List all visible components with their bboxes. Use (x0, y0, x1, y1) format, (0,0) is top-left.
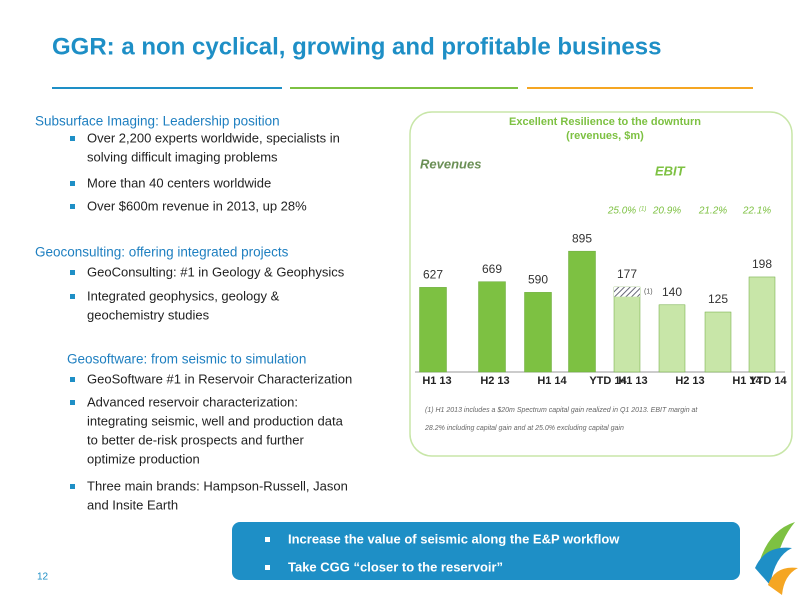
bullet (70, 204, 75, 209)
bar (568, 250, 596, 373)
title: GGR: a non cyclical, growing and profita… (52, 33, 661, 60)
bar (613, 286, 641, 373)
data-label: 895 (572, 231, 592, 245)
bullet (70, 181, 75, 186)
bullet (265, 537, 270, 542)
data-label: 590 (528, 273, 548, 287)
x-tick-label: H1 13 (618, 375, 647, 387)
bullet (70, 377, 75, 382)
bar (704, 311, 732, 373)
bullet-text: geochemistry studies (87, 307, 210, 322)
callout-box (232, 522, 740, 580)
data-label: 177 (617, 267, 637, 281)
bar (478, 281, 506, 373)
bar (419, 287, 447, 373)
legend-label: Revenues (420, 156, 481, 171)
x-tick-label: YTD 14 (749, 375, 787, 387)
bullet (70, 136, 75, 141)
x-tick-label: H1 14 (537, 375, 567, 387)
margin-label: 20.9% (652, 206, 681, 217)
bullet (70, 270, 75, 275)
bullet-text: Over 2,200 experts worldwide, specialist… (87, 130, 340, 145)
bullet-text: GeoConsulting: #1 in Geology & Geophysic… (87, 264, 345, 279)
bullet (265, 565, 270, 570)
chart-title: Excellent Resilience to the downturn (509, 116, 701, 128)
x-tick-label: YTD 14 (589, 375, 627, 387)
logo (755, 522, 798, 595)
footnote: (1) H1 2013 includes a $20m Spectrum cap… (425, 407, 698, 414)
bullet-text: Over $600m revenue in 2013, up 28% (87, 198, 307, 213)
margin-note: (1) (639, 207, 646, 213)
hatch-note: (1) (644, 289, 653, 296)
chart-title: (revenues, $m) (566, 130, 644, 142)
bullet-text: Three main brands: Hampson-Russell, Jaso… (87, 478, 348, 493)
data-label: 627 (423, 268, 443, 282)
bar (748, 276, 776, 373)
bullet-text: More than 40 centers worldwide (87, 175, 271, 190)
bar (524, 292, 552, 373)
bullet-text: Advanced reservoir characterization: (87, 394, 298, 409)
margin-label: 22.1% (742, 206, 771, 217)
bullet (70, 484, 75, 489)
page-number: 12 (37, 572, 49, 583)
bullet (70, 400, 75, 405)
section-heading: Subsurface Imaging: Leadership position (35, 114, 280, 129)
section-heading: Geosoftware: from seismic to simulation (67, 352, 306, 367)
section-heading: Geoconsulting: offering integrated proje… (35, 245, 289, 260)
bullet-text: solving difficult imaging problems (87, 149, 278, 164)
bar (658, 304, 686, 373)
data-label: 669 (482, 262, 502, 276)
bullet (70, 294, 75, 299)
x-tick-label: H1 13 (422, 375, 451, 387)
data-label: 125 (708, 292, 728, 306)
bullet-text: GeoSoftware #1 in Reservoir Characteriza… (87, 371, 352, 386)
bullet-text: optimize production (87, 451, 200, 466)
bullet-text: integrating seismic, well and production… (87, 413, 344, 428)
bullet-text: Integrated geophysics, geology & (87, 288, 280, 303)
chart-frame (409, 111, 793, 457)
data-label: 140 (662, 285, 682, 299)
footnote: 28.2% including capital gain and at 25.0… (424, 425, 624, 432)
callout-text: Increase the value of seismic along the … (288, 531, 620, 546)
x-tick-label: H1 14 (732, 375, 762, 387)
x-tick-label: H2 13 (675, 375, 704, 387)
x-tick-label: H2 13 (480, 375, 509, 387)
legend-label: EBIT (655, 163, 686, 178)
bullet-text: and Insite Earth (87, 497, 178, 512)
hatched-segment (614, 287, 640, 297)
margin-label: 21.2% (698, 206, 727, 217)
data-label: 198 (752, 257, 772, 271)
bullet-text: to better de-risk prospects and further (87, 432, 304, 447)
margin-label: 25.0% (607, 206, 636, 217)
callout-text: Take CGG “closer to the reservoir” (288, 559, 503, 574)
